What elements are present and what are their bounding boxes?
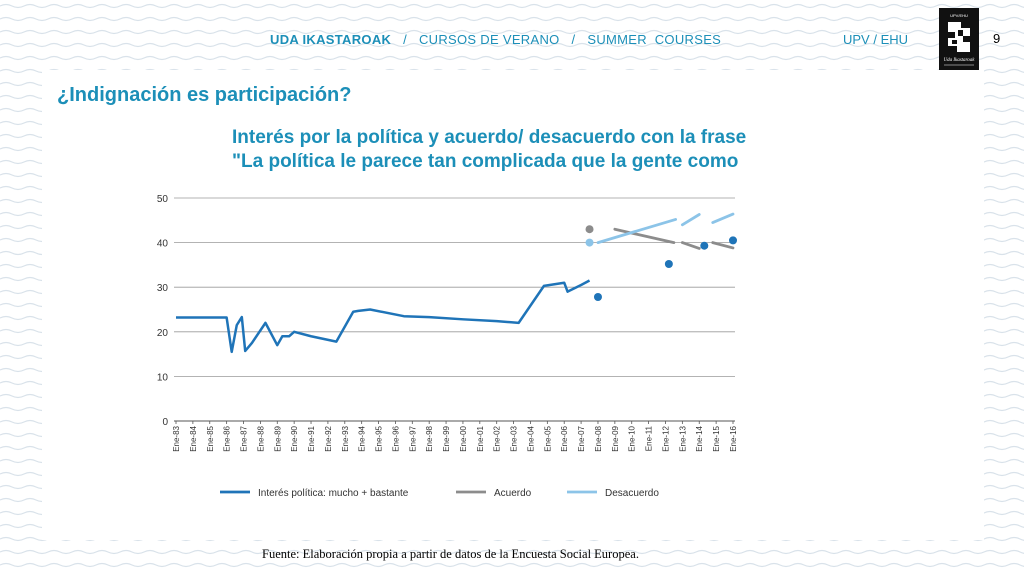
series-segment-desacuerdo <box>680 213 701 227</box>
chart-title: Interés por la política y acuerdo/ desac… <box>232 126 746 174</box>
slide-title: ¿Indignación es participación? <box>57 84 352 106</box>
header-cursos: CURSOS DE VERANO <box>418 32 560 47</box>
x-tick-label: Ene-90 <box>290 425 299 451</box>
x-tick-label: Ene-07 <box>577 425 586 451</box>
data-point <box>585 238 594 247</box>
x-tick-label: Ene-87 <box>240 425 249 451</box>
x-tick-label: Ene-89 <box>273 425 282 451</box>
y-tick-label: 20 <box>157 328 169 339</box>
x-tick-label: Ene-01 <box>476 425 485 451</box>
wave-line <box>0 55 1024 61</box>
x-tick-label: Ene-09 <box>611 425 620 451</box>
wave-line <box>0 3 1024 9</box>
wave-line <box>0 29 1024 35</box>
svg-text:UPV/EHU: UPV/EHU <box>950 13 968 18</box>
y-tick-label: 40 <box>157 239 169 250</box>
x-tick-label: Ene-91 <box>307 425 316 451</box>
x-tick-label: Ene-03 <box>510 425 519 451</box>
wave-line <box>0 16 1024 22</box>
header-summer: SUMMER COURSES <box>587 32 722 47</box>
x-tick-label: Ene-00 <box>459 425 468 451</box>
svg-text:Uda Ikastaroak: Uda Ikastaroak <box>943 58 975 63</box>
chart-title-line1: Interés por la política y acuerdo/ desac… <box>232 127 747 148</box>
legend-label: Interés política: mucho + bastante <box>258 488 409 499</box>
x-tick-label: Ene-94 <box>358 425 367 451</box>
header-sep: / <box>571 32 576 47</box>
x-tick-label: Ene-14 <box>695 425 704 451</box>
x-tick-label: Ene-97 <box>408 425 417 451</box>
page-number: 9 <box>993 31 1001 46</box>
x-tick-label: Ene-05 <box>543 425 552 451</box>
data-point <box>593 293 602 302</box>
data-point <box>729 236 737 245</box>
x-tick-label: Ene-84 <box>189 425 198 451</box>
y-tick-label: 50 <box>157 194 169 205</box>
x-tick-label: Ene-10 <box>628 425 637 451</box>
wave-line <box>0 549 1024 555</box>
series-segment-desacuerdo <box>711 212 735 224</box>
x-tick-label: Ene-92 <box>324 425 333 451</box>
legend-label: Acuerdo <box>494 488 532 499</box>
x-tick-label: Ene-98 <box>425 425 434 451</box>
legend-label: Desacuerdo <box>605 488 659 499</box>
y-tick-label: 10 <box>157 372 169 383</box>
series-segment-desacuerdo <box>596 218 678 244</box>
x-tick-label: Ene-16 <box>729 425 738 451</box>
series-line-interes <box>176 279 591 354</box>
x-tick-label: Ene-06 <box>560 425 569 451</box>
data-point <box>664 260 673 269</box>
x-tick-label: Ene-08 <box>594 425 603 451</box>
x-tick-label: Ene-85 <box>206 425 215 451</box>
x-tick-label: Ene-02 <box>493 425 502 451</box>
x-tick-label: Ene-12 <box>661 425 670 451</box>
data-point <box>700 241 709 250</box>
x-tick-label: Ene-93 <box>341 425 350 451</box>
x-tick-label: Ene-95 <box>375 425 384 451</box>
source-note: Fuente: Elaboración propia a partir de d… <box>262 547 639 561</box>
chart-title-line2: "La política le parece tan complicada qu… <box>232 151 739 172</box>
series-segment-acuerdo <box>711 241 735 250</box>
upv-ehu-logo: UPV/EHU Uda Ikastaroak <box>939 8 979 70</box>
header-uda: UDA IKASTAROAK <box>270 32 392 47</box>
content-panel <box>42 70 984 540</box>
x-tick-label: Ene-88 <box>256 425 265 451</box>
x-tick-label: Ene-86 <box>223 425 232 451</box>
y-tick-label: 0 <box>162 417 168 428</box>
x-tick-label: Ene-96 <box>391 425 400 451</box>
wave-line <box>0 42 1024 48</box>
institution-label: UPV / EHU <box>843 32 909 47</box>
x-tick-label: Ene-83 <box>172 425 181 451</box>
course-header: UDA IKASTAROAK / CURSOS DE VERANO / SUMM… <box>270 32 721 47</box>
x-tick-label: Ene-99 <box>442 425 451 451</box>
data-point <box>585 225 594 234</box>
x-tick-label: Ene-04 <box>526 425 535 451</box>
x-tick-label: Ene-15 <box>712 425 721 451</box>
header-sep: / <box>403 32 408 47</box>
x-tick-label: Ene-11 <box>645 425 654 451</box>
x-tick-label: Ene-13 <box>678 425 687 451</box>
series-segment-acuerdo <box>613 227 676 244</box>
line-chart: 0 10 20 30 40 50 Ene-83 Ene-84 Ene-85 Ene-86 Ene-8… <box>157 194 738 499</box>
wave-line <box>0 562 1024 568</box>
series-segment-acuerdo <box>680 241 701 250</box>
y-tick-label: 30 <box>157 283 169 294</box>
